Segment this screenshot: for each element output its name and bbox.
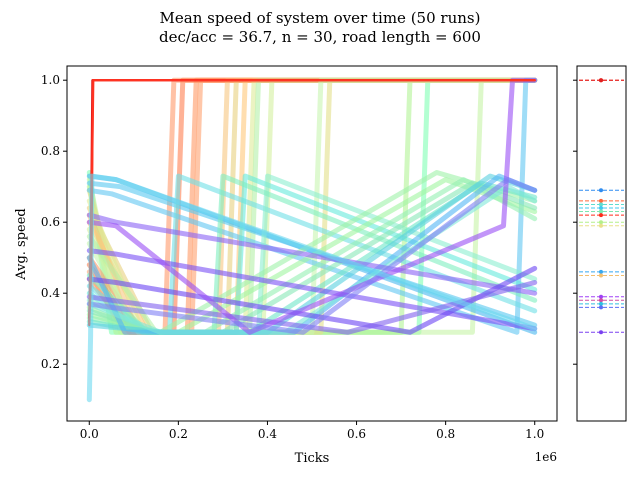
legend-panel (573, 65, 627, 422)
x-tick-label: 0.6 (347, 427, 366, 441)
chart-subtitle: dec/acc = 36.7, n = 30, road length = 60… (159, 28, 481, 46)
y-tick-label: 1.0 (41, 73, 60, 87)
legend-marker-17 (579, 330, 624, 335)
x-tick-label: 0.8 (436, 427, 455, 441)
legend-marker-12 (579, 273, 624, 278)
plot-frame (66, 65, 558, 422)
x-tick-label: 0.2 (169, 427, 188, 441)
series-line-36 (86, 177, 538, 335)
x-tick-label: 0.4 (258, 427, 277, 441)
legend-frame (576, 65, 627, 422)
legend-y-ticks (573, 79, 577, 365)
series-line-40 (86, 173, 538, 403)
y-tick-label: 0.8 (41, 144, 60, 158)
legend-marker-5 (579, 202, 624, 207)
legend-marker-4 (579, 198, 624, 203)
legend-marker-14 (579, 298, 624, 303)
x-offset-label: 1e6 (535, 450, 557, 464)
legend-markers (579, 78, 624, 335)
series-layer (86, 77, 538, 403)
legend-marker-13 (579, 294, 624, 299)
legend-marker-15 (579, 301, 624, 306)
series-line-32 (86, 248, 538, 332)
legend-marker-6 (579, 206, 624, 210)
legend-marker-10 (579, 223, 624, 228)
legend-marker-8 (579, 213, 624, 218)
y-tick-label: 0.4 (41, 286, 60, 300)
legend-marker-16 (579, 305, 624, 310)
legend-marker-3 (579, 188, 624, 193)
legend-marker-7 (579, 209, 624, 214)
legend-marker-9 (579, 220, 624, 225)
x-axis-label: Ticks (295, 451, 330, 466)
x-axis: 0.0 0.2 0.4 0.6 0.8 1.0 (80, 421, 544, 441)
legend-marker-2 (579, 78, 624, 83)
y-tick-label: 0.2 (41, 357, 60, 371)
x-tick-label: 1.0 (525, 427, 544, 441)
chart-title: Mean speed of system over time (50 runs) (159, 9, 481, 27)
y-axis: 0.2 0.4 0.6 0.8 1.0 (41, 73, 67, 371)
y-tick-label: 0.6 (41, 215, 60, 229)
legend-marker-11 (579, 269, 624, 274)
y-axis-label: Avg. speed (14, 208, 29, 281)
x-tick-label: 0.0 (80, 427, 99, 441)
